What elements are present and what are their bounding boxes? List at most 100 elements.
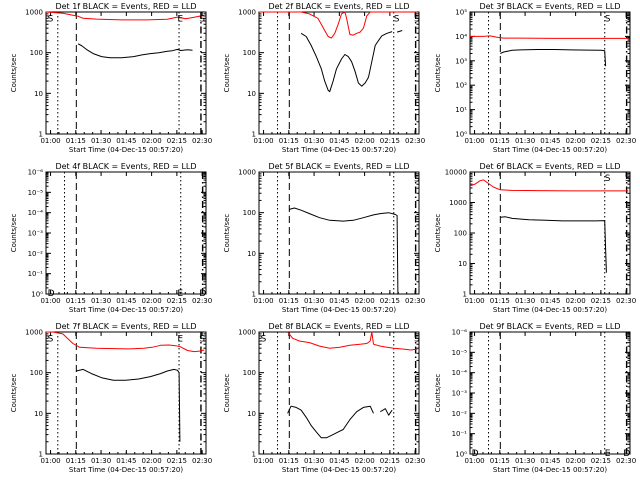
y-axis-label: Counts/sec [434,54,442,93]
panel-title: Det 8f BLACK = Events, RED = LLD [268,322,409,331]
y-tick-label: 10⁻² [452,410,468,418]
x-tick-label: 01:15 [66,297,86,305]
x-tick-label: 01:00 [464,137,484,145]
plot-frame [258,171,420,295]
state-marker: S [625,174,631,184]
x-tick-label: 01:00 [253,297,273,305]
x-tick-label: 01:45 [116,297,136,305]
x-axis-label: Start Time (04-Dec-15 00:57:20) [69,466,183,474]
series-line-events [500,216,607,273]
panel-title: Det 4f BLACK = Events, RED = LLD [55,162,196,171]
series-line-events [289,207,399,295]
y-tick-label: 10⁻⁴ [452,369,468,377]
x-tick-label: 02:30 [192,137,212,145]
y-tick-label: 10⁻⁴ [28,209,44,217]
state-marker: S [48,335,54,345]
y-tick-label: 10⁴ [455,33,467,41]
panel-det5: Det 5f BLACK = Events, RED = LLD 01:00 01:… [223,162,425,314]
state-marker: S [261,335,267,345]
panel-title: Det 9f BLACK = Events, RED = LLD [479,322,620,331]
plot-frame [258,11,420,135]
x-tick-label: 01:15 [279,297,299,305]
y-tick-label: 10² [455,82,467,90]
y-tick-label: 1000 [25,9,43,17]
plot-frame [45,331,207,455]
x-tick-label: 01:15 [490,297,510,305]
y-tick-label: 10 [34,90,43,98]
panel-title: Det 5f BLACK = Events, RED = LLD [268,162,409,171]
y-tick-label: 100 [243,209,256,217]
y-tick-label: 10⁻² [28,250,44,258]
x-tick-label: 01:30 [91,297,111,305]
y-tick-label: 1 [463,291,467,299]
y-tick-label: 1 [252,131,256,139]
x-tick-label: 01:45 [540,137,560,145]
x-tick-label: 02:30 [405,297,425,305]
x-tick-label: 01:15 [279,137,299,145]
series-line-events [380,408,393,416]
state-marker: S [414,15,420,25]
state-marker: D [623,449,630,459]
state-marker: S [605,15,611,25]
y-tick-label: 10 [247,90,256,98]
y-tick-label: 1000 [238,9,256,17]
series-line-lld [287,331,418,351]
y-tick-label: 10³ [455,57,467,65]
x-tick-label: 02:15 [380,457,400,465]
panel-det7: Det 7f BLACK = Events, RED = LLD 01:00 01:… [10,322,212,474]
x-tick-label: 02:30 [192,457,212,465]
x-tick-label: 01:00 [464,457,484,465]
x-tick-label: 01:15 [66,457,86,465]
x-tick-label: 01:45 [540,297,560,305]
y-tick-label: 10⁵ [455,9,467,17]
y-axis-label: Counts/sec [10,54,18,93]
x-tick-label: 01:30 [91,137,111,145]
y-tick-label: 10 [247,250,256,258]
y-tick-label: 100 [243,369,256,377]
panel-title: Det 3f BLACK = Events, RED = LLD [479,2,620,11]
y-axis-label: Counts/sec [223,374,231,413]
x-tick-label: 02:15 [380,137,400,145]
x-axis-label: Start Time (04-Dec-15 00:57:20) [69,146,183,154]
y-tick-label: 10⁰ [31,291,43,299]
x-axis-label: Start Time (04-Dec-15 00:57:20) [282,466,396,474]
x-tick-label: 02:00 [566,137,586,145]
y-tick-label: 1000 [449,199,467,207]
y-tick-label: 1 [39,131,43,139]
y-tick-label: 1 [252,451,256,459]
x-tick-label: 01:30 [304,137,324,145]
y-tick-label: 10⁻³ [452,390,468,398]
panel-title: Det 1f BLACK = Events, RED = LLD [55,2,196,11]
y-tick-label: 10⁻⁵ [28,189,44,197]
y-tick-label: 10⁻¹ [28,270,44,278]
y-tick-label: 100 [30,49,43,57]
x-tick-label: 02:00 [355,137,375,145]
state-marker: E [605,449,611,459]
y-tick-label: 10⁰ [455,451,467,459]
series-line-events [76,368,181,442]
panel-det9: Det 9f BLACK = Events, RED = LLD 01:00 01:… [434,322,636,474]
x-tick-label: 02:15 [167,457,187,465]
y-tick-label: 100 [30,369,43,377]
x-tick-label: 02:30 [616,457,636,465]
panel-det8: Det 8f BLACK = Events, RED = LLD 01:00 01:… [223,322,425,474]
y-tick-label: 10⁻³ [28,230,44,238]
x-tick-label: 01:30 [515,137,535,145]
x-tick-label: 01:30 [515,457,535,465]
x-tick-label: 02:00 [355,297,375,305]
x-tick-label: 01:45 [329,297,349,305]
y-axis-label: Counts/sec [10,374,18,413]
x-tick-label: 02:00 [142,137,162,145]
x-tick-label: 01:45 [329,137,349,145]
state-marker: S [199,335,205,345]
y-tick-label: 10 [247,410,256,418]
plot-frame [45,171,207,295]
x-tick-label: 01:15 [66,137,86,145]
y-tick-label: 100 [243,49,256,57]
series-line-events [396,30,403,33]
x-tick-label: 02:30 [192,297,212,305]
y-tick-label: 1 [39,451,43,459]
plot-frame [258,331,420,455]
x-tick-label: 01:30 [91,457,111,465]
